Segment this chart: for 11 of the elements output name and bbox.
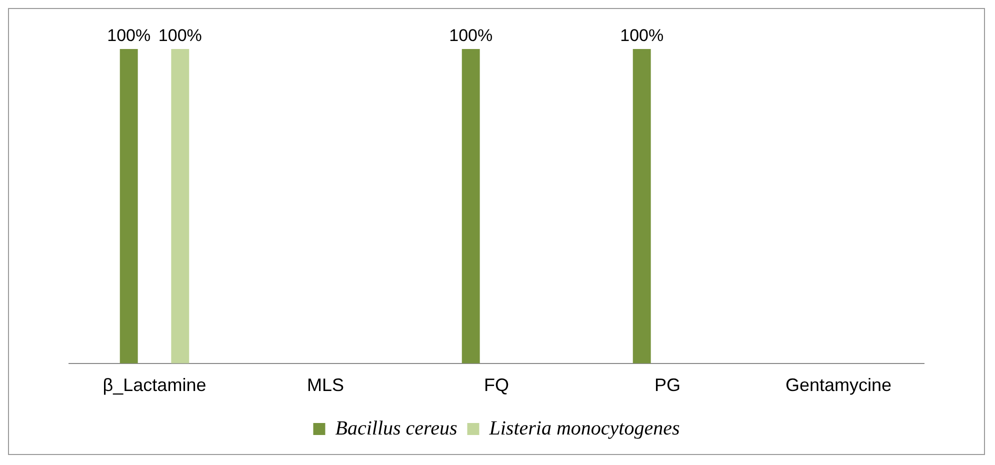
x-tick-label: PG: [654, 375, 681, 396]
legend-label: Bacillus cereus: [335, 417, 458, 440]
data-label: 100%: [107, 26, 151, 46]
x-tick-label: Gentamycine: [785, 375, 892, 396]
x-tick-label: FQ: [484, 375, 509, 396]
data-label: 100%: [449, 26, 493, 46]
data-label: 100%: [158, 26, 202, 46]
legend-label: Listeria monocytogenes: [488, 417, 680, 440]
x-tick-label: MLS: [306, 375, 344, 396]
x-tick-label: β_Lactamine: [102, 375, 206, 396]
data-label: 100%: [620, 26, 664, 46]
